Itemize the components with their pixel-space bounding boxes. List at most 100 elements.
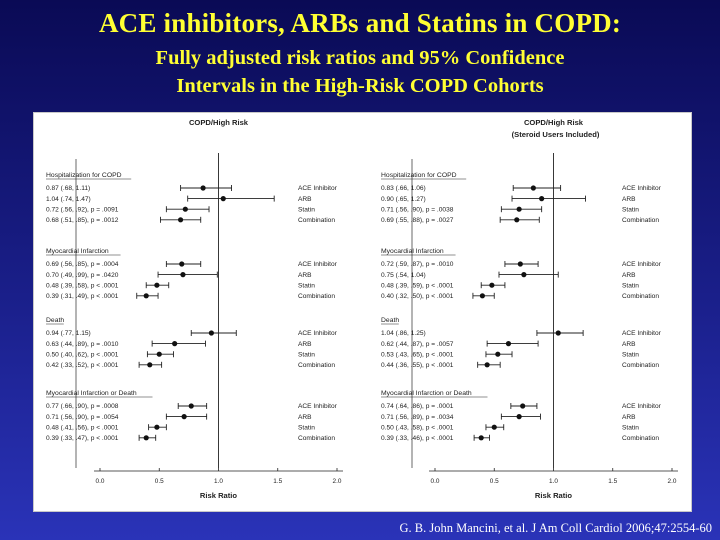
group-label: Myocardial Infarction xyxy=(46,248,109,255)
treatment-label: ARB xyxy=(298,196,312,203)
point-estimate xyxy=(484,362,490,368)
treatment-label: Combination xyxy=(298,362,335,369)
estimate-text: 0.87 (.68, 1.11) xyxy=(46,185,90,192)
treatment-label: Combination xyxy=(298,217,335,224)
estimate-text: 0.39 (.31, .49), p < .0001 xyxy=(46,293,119,300)
subtitle-line-2: Intervals in the High-Risk COPD Cohorts xyxy=(176,75,544,97)
point-estimate xyxy=(143,293,149,299)
treatment-label: ACE Inhibitor xyxy=(622,403,662,410)
estimate-text: 0.72 (.59, .87), p = .0010 xyxy=(381,261,454,268)
point-estimate xyxy=(516,414,522,420)
point-estimate xyxy=(479,293,485,299)
estimate-text: 0.50 (.40, .62), p < .0001 xyxy=(46,351,119,358)
point-estimate xyxy=(514,217,520,223)
treatment-label: ACE Inhibitor xyxy=(298,403,338,410)
estimate-text: 0.72 (.56, .92), p = .0091 xyxy=(46,206,119,213)
treatment-label: Combination xyxy=(298,293,335,300)
x-tick-label: 1.5 xyxy=(273,478,282,485)
estimate-text: 0.74 (.64, .86), p = .0001 xyxy=(381,403,454,410)
treatment-label: ARB xyxy=(298,341,312,348)
treatment-label: ACE Inhibitor xyxy=(298,185,338,192)
slide-subtitle: Fully adjusted risk ratios and 95% Confi… xyxy=(0,44,720,100)
point-estimate xyxy=(489,282,495,288)
x-tick-label: 2.0 xyxy=(333,478,342,485)
point-estimate xyxy=(530,185,536,191)
group-label: Myocardial Infarction or Death xyxy=(46,390,137,397)
treatment-label: ARB xyxy=(622,196,636,203)
group-label: Myocardial Infarction xyxy=(381,248,444,255)
treatment-label: ARB xyxy=(622,341,636,348)
subtitle-line-1: Fully adjusted risk ratios and 95% Confi… xyxy=(155,47,565,69)
x-tick-label: 1.0 xyxy=(214,478,223,485)
point-estimate xyxy=(208,330,214,336)
point-estimate xyxy=(147,362,153,368)
estimate-text: 1.04 (.86, 1.25) xyxy=(381,330,426,337)
slide-title: ACE inhibitors, ARBs and Statins in COPD… xyxy=(98,8,622,38)
treatment-label: Statin xyxy=(298,351,315,358)
x-axis-label: Risk Ratio xyxy=(535,491,572,500)
treatment-label: Statin xyxy=(622,282,639,289)
point-estimate xyxy=(478,435,484,441)
group-label: Myocardial Infarction or Death xyxy=(381,390,472,397)
point-estimate xyxy=(156,351,162,357)
x-tick-label: 1.0 xyxy=(549,478,558,485)
estimate-text: 0.71 (.56, .90), p = .0054 xyxy=(46,414,119,421)
estimate-text: 0.40 (.32, .50), p < .0001 xyxy=(381,293,454,300)
point-estimate xyxy=(505,341,512,347)
x-tick-label: 0.0 xyxy=(431,478,440,485)
estimate-text: 0.90 (.65, 1.27) xyxy=(381,196,426,203)
estimate-text: 0.39 (.33, .47), p < .0001 xyxy=(46,435,119,442)
group-label: Hospitalization for COPD xyxy=(381,172,457,179)
point-estimate xyxy=(521,272,527,278)
point-estimate xyxy=(555,330,561,336)
treatment-label: ACE Inhibitor xyxy=(622,185,662,192)
chart-subtitle: (Steroid Users Included) xyxy=(512,130,600,139)
x-tick-label: 1.5 xyxy=(608,478,617,485)
estimate-text: 0.83 (.66, 1.06) xyxy=(381,185,426,192)
point-estimate xyxy=(179,261,185,267)
treatment-label: Statin xyxy=(298,424,315,431)
treatment-label: ARB xyxy=(298,414,312,421)
point-estimate xyxy=(154,282,160,288)
point-estimate xyxy=(539,196,545,202)
forest-plot-svg: COPD/High Risk Hospitalization for COPD 0.… xyxy=(46,118,678,500)
point-estimate xyxy=(181,414,187,420)
point-estimate xyxy=(495,351,501,357)
treatment-label: ARB xyxy=(622,414,636,421)
treatment-label: Combination xyxy=(298,435,335,442)
estimate-text: 0.68 (.51, .85), p = .0012 xyxy=(46,217,119,224)
estimate-text: 0.71 (.56, .89), p = .0034 xyxy=(381,414,454,421)
estimate-text: 0.42 (.33, .52), p < .0001 xyxy=(46,362,119,369)
estimate-text: 0.48 (.39, .59), p < .0001 xyxy=(381,282,454,289)
point-estimate xyxy=(182,206,188,212)
treatment-label: Statin xyxy=(298,206,315,213)
chart-title: COPD/High Risk xyxy=(189,118,249,127)
point-estimate xyxy=(143,435,149,441)
group-label: Death xyxy=(381,317,399,324)
x-tick-label: 0.5 xyxy=(490,478,499,485)
estimate-text: 0.69 (.55, .88), p = .0027 xyxy=(381,217,454,224)
point-estimate xyxy=(200,185,206,191)
estimate-text: 0.75 (.54, 1.04) xyxy=(381,272,426,279)
estimate-text: 0.48 (.39, .58), p < .0001 xyxy=(46,282,119,289)
treatment-label: Combination xyxy=(622,362,659,369)
treatment-label: ACE Inhibitor xyxy=(622,261,662,268)
estimate-text: 0.70 (.49, .99), p = .0420 xyxy=(46,272,119,279)
chart-title: COPD/High Risk xyxy=(524,118,584,127)
estimate-text: 0.62 (.44, .87), p = .0057 xyxy=(381,341,454,348)
point-estimate xyxy=(172,341,178,347)
estimate-text: 0.53 (.43, .65), p < .0001 xyxy=(381,351,454,358)
x-tick-label: 2.0 xyxy=(668,478,677,485)
treatment-label: ARB xyxy=(298,272,312,279)
group-label: Death xyxy=(46,317,64,324)
treatment-label: Statin xyxy=(622,424,639,431)
treatment-label: Statin xyxy=(622,206,639,213)
point-estimate xyxy=(154,424,160,430)
treatment-label: Combination xyxy=(622,217,659,224)
treatment-label: Combination xyxy=(622,435,659,442)
x-axis-label: Risk Ratio xyxy=(200,491,237,500)
point-estimate xyxy=(177,217,184,223)
treatment-label: ACE Inhibitor xyxy=(622,330,662,337)
point-estimate xyxy=(517,261,523,267)
treatment-label: Statin xyxy=(298,282,315,289)
